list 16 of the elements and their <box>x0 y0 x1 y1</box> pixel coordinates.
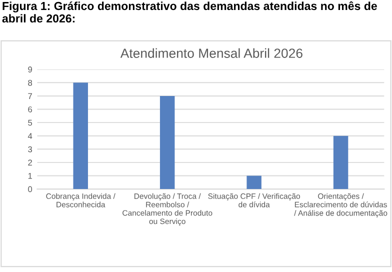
text: Figura 1: Gráfico demonstrativo das demandas atendidas no mês de abril de 2026: <box>2 1 377 23</box>
y-tick-label: 4 <box>28 133 32 139</box>
y-tick-label: 0 <box>28 186 32 192</box>
y-tick-label: 9 <box>28 66 32 72</box>
y-tick-label: 8 <box>28 80 32 86</box>
y-tick-label: 5 <box>28 120 32 126</box>
y-tick-label: 6 <box>28 106 32 112</box>
y-tick-label: 7 <box>28 93 32 99</box>
y-tick-label: 1 <box>28 173 32 179</box>
y-tick-label: 3 <box>28 146 32 152</box>
y-tick-label: 2 <box>28 160 32 166</box>
chart-title: Atendimento Mensal Abril 2026 <box>120 48 302 58</box>
bar <box>333 136 348 190</box>
bar <box>246 176 262 190</box>
bar <box>160 96 175 190</box>
bar <box>73 82 88 190</box>
